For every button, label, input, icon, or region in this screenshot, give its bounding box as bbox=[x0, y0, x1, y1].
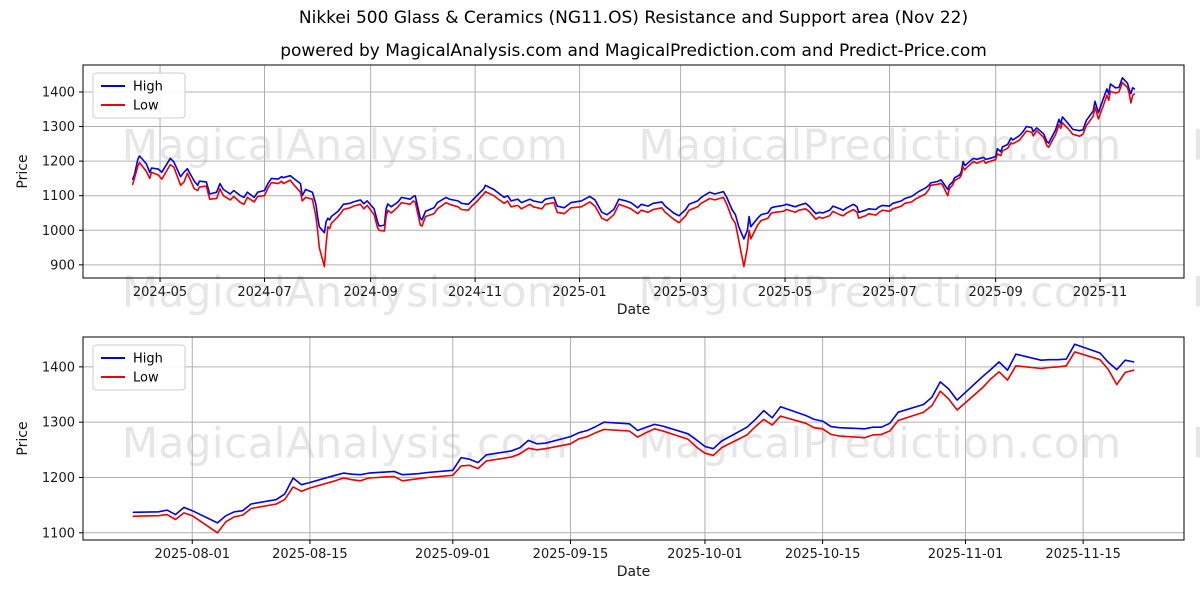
y-tick-label: 1300 bbox=[42, 120, 75, 135]
x-tick-label: 2025-08-01 bbox=[154, 547, 230, 562]
x-axis: 2024-05 2024-07 2024-09 2024-11 2025-01 2025-… bbox=[133, 278, 1127, 300]
x-tick-label: 2025-11-15 bbox=[1045, 547, 1121, 562]
legend-label-high: High bbox=[133, 352, 163, 367]
x-tick-label: 2025-09-01 bbox=[415, 547, 491, 562]
low-line bbox=[132, 351, 1135, 534]
x-tick-label: 2025-11 bbox=[1073, 285, 1127, 300]
high-line bbox=[132, 343, 1135, 524]
legend: High Low bbox=[92, 72, 186, 119]
y-axis: 900 1000 1100 1200 1300 1400 bbox=[42, 85, 83, 273]
figure-subtitle: powered by MagicalAnalysis.com and Magic… bbox=[280, 41, 987, 61]
axes-spines bbox=[82, 64, 1185, 279]
figure-title: Nikkei 500 Glass & Ceramics (NG11.OS) Re… bbox=[298, 8, 969, 28]
y-tick-label: 1400 bbox=[42, 360, 75, 375]
y-tick-label: 1200 bbox=[42, 155, 75, 170]
x-tick-label: 2025-03 bbox=[653, 285, 707, 300]
legend-box bbox=[92, 344, 186, 391]
watermark-text: MagicalAnalysis.com bbox=[1192, 268, 1200, 317]
y-axis: 1100 1200 1300 1400 bbox=[42, 360, 83, 541]
x-tick-label: 2025-09 bbox=[968, 285, 1022, 300]
gridlines bbox=[83, 337, 1184, 540]
x-tick-label: 2025-11-01 bbox=[928, 547, 1004, 562]
legend-label-low: Low bbox=[133, 371, 159, 386]
y-axis-label: Price bbox=[15, 154, 31, 188]
x-tick-label: 2025-08-15 bbox=[272, 547, 348, 562]
x-tick-label: 2025-10-15 bbox=[785, 547, 861, 562]
x-tick-label: 2025-07 bbox=[862, 285, 916, 300]
x-axis-label: Date bbox=[617, 564, 650, 580]
x-tick-label: 2024-11 bbox=[448, 285, 502, 300]
y-tick-label: 1200 bbox=[42, 471, 75, 486]
legend-label-low: Low bbox=[133, 99, 159, 114]
x-tick-label: 2025-10-01 bbox=[667, 547, 743, 562]
low-line bbox=[131, 81, 1136, 268]
high-line bbox=[131, 77, 1136, 240]
x-tick-label: 2025-01 bbox=[552, 285, 606, 300]
legend: High Low bbox=[92, 344, 186, 391]
x-tick-label: 2025-09-15 bbox=[533, 547, 609, 562]
x-tick-label: 2025-05 bbox=[758, 285, 812, 300]
y-tick-label: 1000 bbox=[42, 224, 75, 239]
y-tick-label: 1400 bbox=[42, 85, 75, 100]
legend-label-high: High bbox=[133, 80, 163, 95]
axes-spines bbox=[82, 336, 1185, 541]
watermark-text: MagicalPrediction.com bbox=[638, 267, 1122, 317]
y-tick-label: 1100 bbox=[42, 526, 75, 541]
x-tick-label: 2024-09 bbox=[344, 285, 398, 300]
watermark-text: MagicalAnalysis.com bbox=[1192, 121, 1200, 170]
watermark-text: MagicalAnalysis.com bbox=[1192, 419, 1200, 468]
y-tick-label: 1100 bbox=[42, 189, 75, 204]
x-axis-label: Date bbox=[617, 302, 650, 318]
watermark-text: MagicalAnalysis.com bbox=[121, 267, 569, 317]
y-tick-label: 1300 bbox=[42, 416, 75, 431]
x-tick-label: 2024-05 bbox=[133, 285, 187, 300]
y-axis-label: Price bbox=[15, 421, 31, 455]
y-tick-label: 900 bbox=[50, 258, 75, 273]
x-tick-label: 2024-07 bbox=[237, 285, 291, 300]
legend-box bbox=[92, 72, 186, 119]
x-axis: 2025-08-01 2025-08-15 2025-09-01 2025-09-15… bbox=[154, 540, 1121, 562]
